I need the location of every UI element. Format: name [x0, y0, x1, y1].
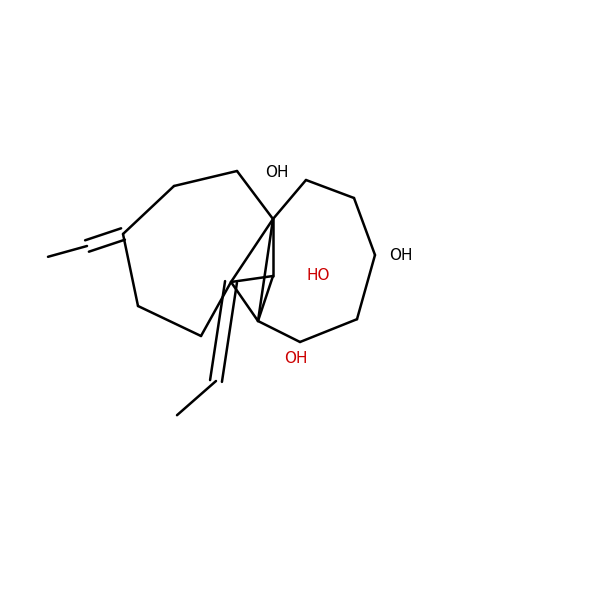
Text: OH: OH — [265, 165, 289, 180]
Text: OH: OH — [389, 247, 412, 263]
Text: HO: HO — [306, 269, 329, 283]
Text: OH: OH — [284, 351, 308, 366]
